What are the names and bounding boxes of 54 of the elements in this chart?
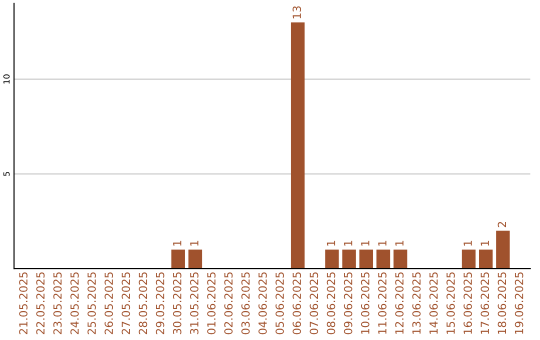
bar xyxy=(359,250,374,269)
bar xyxy=(479,250,493,269)
data-label: 1 xyxy=(190,240,198,246)
x-tick-label: 02.06.2025 xyxy=(224,272,233,334)
x-tick-label: 31.05.2025 xyxy=(190,272,198,334)
x-tick-label: 03.06.2025 xyxy=(241,272,250,334)
bar xyxy=(376,250,390,269)
bar xyxy=(394,250,408,269)
x-tick-label: 26.05.2025 xyxy=(104,272,113,334)
y-tick-label: 5 xyxy=(3,172,10,176)
data-label: 1 xyxy=(378,240,386,246)
x-tick-label: 05.06.2025 xyxy=(276,272,284,334)
x-tick-label: 25.05.2025 xyxy=(87,272,96,334)
data-label: 1 xyxy=(344,240,352,246)
x-tick-label: 08.06.2025 xyxy=(326,272,336,334)
bar xyxy=(290,22,305,269)
bar xyxy=(325,250,339,269)
x-tick-label: 10.06.2025 xyxy=(360,272,370,334)
x-tick-label: 30.05.2025 xyxy=(172,272,182,334)
x-tick-label: 12.06.2025 xyxy=(395,272,404,334)
x-tick-label: 24.05.2025 xyxy=(70,272,79,334)
x-tick-label: 21.05.2025 xyxy=(19,272,28,334)
x-tick-label: 06.06.2025 xyxy=(292,272,302,334)
data-label: 13 xyxy=(292,6,302,18)
x-tick-label: 19.06.2025 xyxy=(514,272,524,334)
data-label: 1 xyxy=(326,240,336,246)
x-tick-label: 15.06.2025 xyxy=(446,272,455,334)
bar xyxy=(188,250,202,269)
data-label: 1 xyxy=(173,240,182,246)
x-tick-label: 07.06.2025 xyxy=(310,272,318,334)
x-tick-label: 23.05.2025 xyxy=(53,272,62,334)
bar xyxy=(171,250,185,269)
bar xyxy=(342,250,356,269)
x-tick-label: 18.06.2025 xyxy=(498,272,506,334)
data-label: 2 xyxy=(498,222,506,228)
y-tick-label: 10 xyxy=(3,74,10,84)
bar xyxy=(462,250,476,269)
data-label: 1 xyxy=(361,240,370,246)
x-tick-label: 16.06.2025 xyxy=(464,272,472,334)
x-tick-label: 28.05.2025 xyxy=(138,272,148,334)
x-tick-label: 22.05.2025 xyxy=(36,272,45,334)
x-tick-label: 29.05.2025 xyxy=(156,272,164,334)
x-tick-label: 17.06.2025 xyxy=(480,272,490,334)
data-label: 1 xyxy=(395,240,404,246)
x-tick-label: 11.06.2025 xyxy=(378,272,386,334)
x-tick-label: 01.06.2025 xyxy=(207,272,216,334)
x-tick-label: 27.05.2025 xyxy=(122,272,130,334)
x-tick-label: 13.06.2025 xyxy=(412,272,421,334)
data-label: 1 xyxy=(480,240,489,246)
bar xyxy=(496,230,510,269)
x-tick-label: 04.06.2025 xyxy=(258,272,267,334)
x-tick-label: 14.06.2025 xyxy=(429,272,438,334)
data-label: 1 xyxy=(464,240,472,246)
x-tick-label: 09.06.2025 xyxy=(344,272,352,334)
